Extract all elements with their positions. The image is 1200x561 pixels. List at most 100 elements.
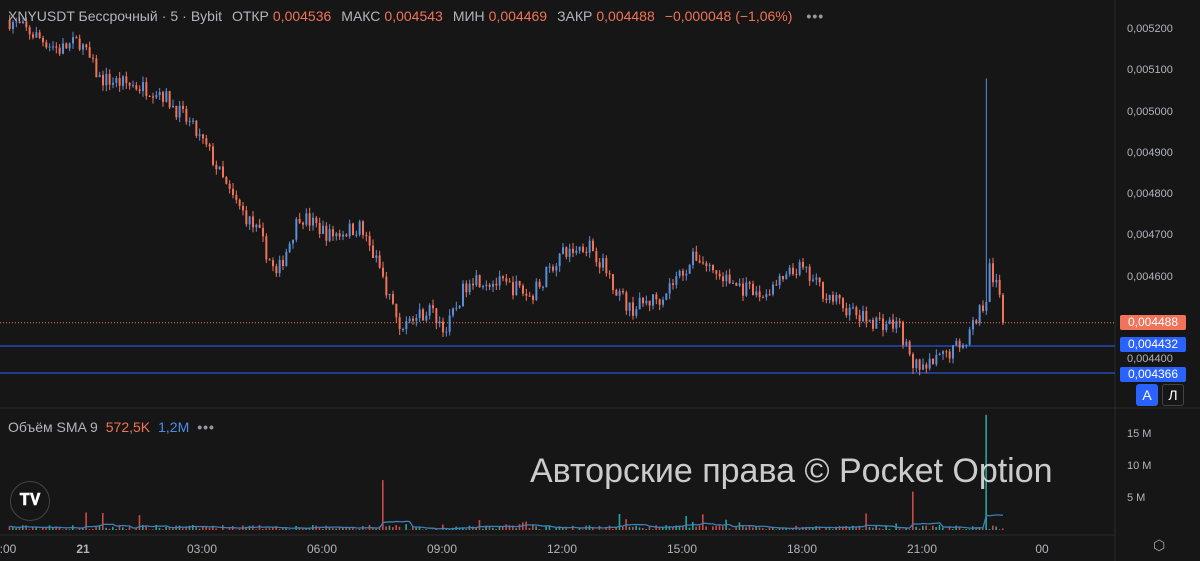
volume-bar — [145, 525, 147, 530]
settings-icon[interactable]: ⬡ — [1153, 537, 1166, 553]
sma-value: 1,2M — [158, 419, 190, 435]
candle-body — [802, 261, 804, 268]
candle-body — [742, 283, 744, 296]
volume-bar — [512, 525, 514, 530]
volume-bar — [488, 526, 491, 530]
volume-bar — [928, 529, 931, 530]
candle-body — [35, 32, 38, 38]
candle-body — [932, 358, 934, 365]
candle-body — [475, 275, 478, 286]
line-price-tag-1[interactable]: 0,004432 — [1120, 337, 1186, 352]
volume-bar — [78, 527, 81, 530]
candle-body — [228, 183, 231, 189]
volume-bar — [448, 529, 451, 530]
volume-bar — [755, 525, 757, 530]
symbol-legend: XNYUSDT Бессрочный · 5 · Bybit ОТКР 0,00453… — [8, 8, 824, 24]
candle-body — [745, 282, 748, 296]
symbol-name[interactable]: XNYUSDT Бессрочный — [8, 8, 158, 24]
volume-bar — [885, 525, 887, 530]
price-tick: 0,004400 — [1127, 353, 1173, 365]
volume-bar — [835, 526, 837, 530]
volume-bar — [712, 526, 714, 530]
low-value: 0,004469 — [488, 8, 548, 24]
volume-bar — [398, 526, 401, 530]
candle-body — [978, 305, 981, 324]
candle-body — [128, 83, 131, 86]
candle-body — [688, 265, 691, 274]
volume-bar — [515, 528, 517, 530]
volume-bar — [832, 529, 834, 530]
volume-bar — [752, 527, 754, 530]
volume-bar — [508, 525, 511, 530]
volume-bar — [1002, 528, 1004, 530]
candle-body — [912, 354, 914, 369]
open-value: 0,004536 — [272, 8, 332, 24]
volume-bar — [868, 526, 871, 530]
candle-body — [462, 283, 464, 307]
candle-body — [368, 236, 371, 246]
candle-body — [392, 294, 394, 304]
volume-bar — [525, 521, 527, 530]
volume-bar — [262, 528, 264, 530]
candle-body — [578, 246, 581, 251]
volume-bar — [812, 528, 814, 530]
volume-bar — [618, 513, 621, 530]
volume-bar — [842, 526, 844, 530]
candle-body — [828, 294, 831, 300]
auto-scale-button[interactable]: A — [1136, 384, 1158, 406]
candle-body — [448, 315, 451, 332]
volume-bar — [688, 527, 691, 530]
candle-body — [15, 21, 18, 23]
volume-bar — [692, 521, 694, 530]
candle-body — [148, 95, 151, 97]
candle-body — [28, 27, 31, 35]
candle-body — [945, 351, 948, 353]
candle-body — [212, 146, 214, 165]
volume-bar — [942, 527, 944, 530]
volume-bar — [502, 526, 504, 530]
candle-body — [248, 216, 251, 225]
candle-body — [42, 37, 44, 43]
volume-bar — [782, 527, 784, 530]
candle-body — [412, 318, 414, 321]
candle-body — [142, 82, 144, 92]
candle-body — [45, 42, 48, 48]
volume-more-icon[interactable]: ••• — [197, 419, 215, 435]
volume-bar — [35, 527, 37, 530]
volume-bar — [675, 525, 677, 530]
volume-bar — [462, 527, 464, 530]
candle-body — [692, 251, 694, 266]
volume-bar — [332, 528, 334, 530]
candle-body — [528, 295, 531, 297]
candle-body — [758, 291, 761, 298]
candle-body — [235, 195, 238, 200]
volume-bar — [465, 528, 467, 530]
candle-body — [25, 21, 28, 28]
candle-body — [822, 282, 824, 299]
volume-bar — [282, 527, 284, 530]
volume-bar — [265, 528, 267, 530]
volume-bar — [605, 526, 607, 530]
volume-bar — [482, 528, 484, 530]
candle-body — [185, 108, 188, 122]
log-scale-button[interactable]: Л — [1162, 384, 1184, 406]
volume-bar — [638, 527, 641, 530]
volume-bar — [565, 526, 567, 530]
open-label: ОТКР — [231, 8, 269, 24]
volume-label[interactable]: Объём SMA 9 — [8, 419, 98, 435]
candle-body — [408, 318, 411, 322]
candle-body — [522, 285, 524, 294]
candle-body — [155, 95, 158, 98]
volume-bar — [88, 529, 91, 530]
candle-body — [818, 277, 821, 283]
line-price-tag-2[interactable]: 0,004366 — [1120, 367, 1186, 382]
candle-body — [495, 283, 498, 286]
candle-body — [898, 321, 901, 323]
candle-body — [918, 359, 921, 370]
volume-bar — [328, 527, 331, 530]
candle-body — [268, 259, 271, 261]
tradingview-logo[interactable]: 𝐓𝐕 — [10, 481, 50, 521]
more-icon[interactable]: ••• — [806, 8, 825, 24]
volume-bar — [792, 528, 794, 530]
